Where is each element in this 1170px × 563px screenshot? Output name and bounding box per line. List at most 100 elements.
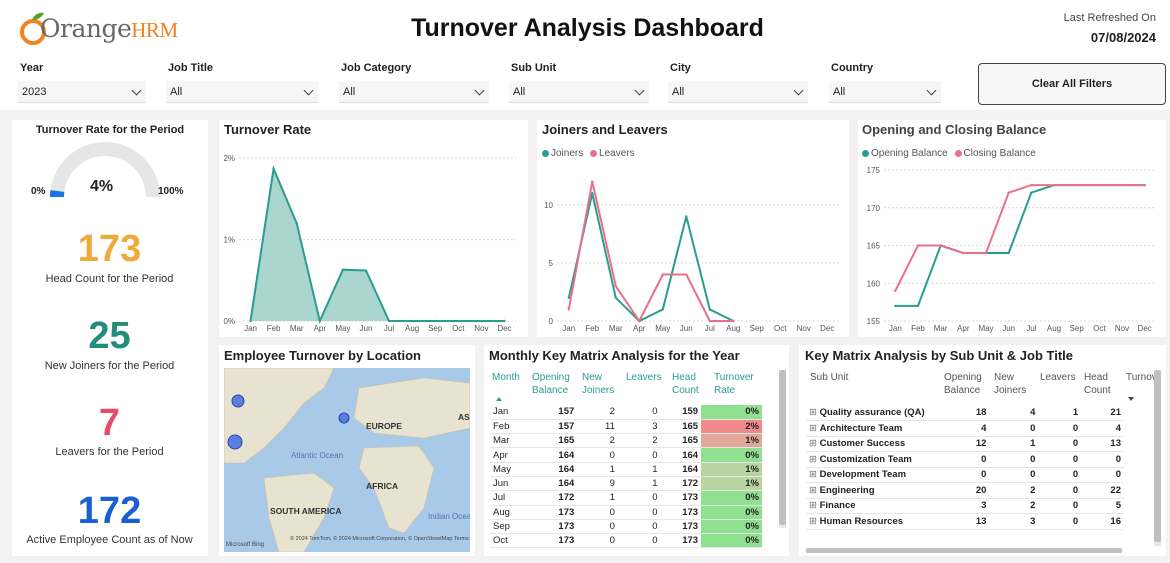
- table-row[interactable]: Jul 172 1 0 173 0%: [490, 490, 762, 506]
- data-point[interactable]: [732, 319, 735, 323]
- data-point[interactable]: [916, 304, 920, 308]
- table-row[interactable]: May 164 1 1 164 1%: [490, 462, 762, 477]
- expand-icon[interactable]: ⊞: [809, 515, 820, 527]
- expand-icon[interactable]: ⊞: [809, 484, 820, 496]
- expand-icon[interactable]: ⊞: [809, 422, 820, 434]
- data-point[interactable]: [1007, 251, 1010, 255]
- table-row[interactable]: ⊞ Development Team 0 0 0 0: [806, 467, 1124, 483]
- table-row[interactable]: Oct 173 0 0 173 0%: [490, 533, 762, 548]
- filter-job-category-label: Job Category: [341, 62, 412, 74]
- data-point[interactable]: [638, 319, 641, 323]
- data-point[interactable]: [708, 308, 711, 311]
- table-row[interactable]: ⊞ Quality assurance (QA) 18 4 1 21: [806, 405, 1124, 421]
- data-point[interactable]: [1007, 191, 1010, 194]
- data-point[interactable]: [916, 244, 920, 247]
- data-point[interactable]: [341, 268, 345, 271]
- filter-job-category-select[interactable]: All: [339, 81, 489, 103]
- col-sub-unit[interactable]: Sub Unit: [810, 372, 849, 383]
- expand-icon[interactable]: ⊞: [809, 500, 820, 512]
- location-marker[interactable]: [227, 434, 243, 450]
- data-point[interactable]: [1075, 183, 1078, 187]
- data-point[interactable]: [614, 284, 617, 288]
- table-row[interactable]: Mar 165 2 2 165 1%: [490, 433, 762, 448]
- data-point[interactable]: [1120, 183, 1124, 187]
- data-point[interactable]: [661, 273, 664, 276]
- table-row[interactable]: ⊞ Architecture Team 4 0 0 4: [806, 421, 1124, 436]
- data-point[interactable]: [1030, 183, 1033, 187]
- filter-job-title-select[interactable]: All: [166, 81, 318, 103]
- data-point[interactable]: [685, 273, 688, 276]
- monthly-scrollbar[interactable]: [779, 370, 786, 528]
- data-point[interactable]: [434, 319, 437, 323]
- data-point[interactable]: [894, 289, 897, 292]
- table-row[interactable]: Jun 164 9 1 172 1%: [490, 476, 762, 491]
- location-map[interactable]: EUROPE AS Atlantic Ocean AFRICA SOUTH AM…: [224, 368, 470, 552]
- data-point[interactable]: [591, 192, 594, 195]
- filter-sub-unit-select[interactable]: All: [509, 81, 649, 103]
- data-point[interactable]: [1052, 183, 1056, 187]
- col-month[interactable]: Month: [492, 372, 520, 383]
- data-point[interactable]: [364, 269, 368, 272]
- data-point[interactable]: [1030, 191, 1033, 194]
- col-joiners[interactable]: New Joiners: [994, 372, 1027, 396]
- expand-icon[interactable]: ⊞: [809, 438, 820, 450]
- series-line-1[interactable]: [894, 184, 1145, 292]
- table-row[interactable]: Apr 164 0 0 164 0%: [490, 447, 762, 463]
- data-point[interactable]: [984, 251, 988, 255]
- table-row[interactable]: Aug 173 0 0 173 0%: [490, 505, 762, 520]
- table-row[interactable]: ⊞ Engineering 20 2 0 22: [806, 483, 1124, 498]
- table-row[interactable]: Sep 173 0 0 173 0%: [490, 519, 762, 534]
- table-row[interactable]: ⊞ Customization Team 0 0 0 0: [806, 452, 1124, 467]
- data-point[interactable]: [503, 319, 506, 323]
- table-cell: 12: [975, 438, 987, 450]
- col-opening[interactable]: Opening Balance: [944, 372, 982, 396]
- data-point[interactable]: [1098, 183, 1101, 187]
- filter-city-select[interactable]: All: [668, 81, 808, 103]
- subunit-scrollbar-horizontal[interactable]: [806, 548, 1122, 553]
- data-point[interactable]: [962, 251, 965, 255]
- data-point[interactable]: [567, 296, 570, 299]
- col-leavers[interactable]: Leavers: [1040, 372, 1076, 383]
- table-row[interactable]: ⊞ Human Resources 13 3 0 16: [806, 514, 1124, 529]
- location-marker[interactable]: [231, 394, 245, 408]
- col-turnover[interactable]: Turnover Rate: [714, 372, 754, 396]
- data-point[interactable]: [894, 304, 897, 308]
- table-row[interactable]: Jan 157 2 0 159 0%: [490, 405, 762, 420]
- data-point[interactable]: [1143, 183, 1146, 187]
- data-point[interactable]: [457, 319, 460, 323]
- data-point[interactable]: [387, 319, 391, 323]
- col-leavers[interactable]: Leavers: [626, 372, 662, 383]
- map-africa: [358, 445, 435, 534]
- clear-all-filters-button[interactable]: Clear All Filters: [978, 63, 1166, 105]
- data-point[interactable]: [661, 308, 664, 311]
- series-line-1[interactable]: [567, 181, 734, 323]
- filter-year-select[interactable]: 2023: [18, 81, 146, 103]
- col-turnover[interactable]: Turnover Rate: [1126, 372, 1154, 383]
- data-point[interactable]: [295, 222, 298, 225]
- expand-icon[interactable]: ⊞: [809, 453, 820, 465]
- data-point[interactable]: [708, 319, 711, 323]
- data-point[interactable]: [249, 319, 252, 323]
- data-point[interactable]: [272, 167, 275, 170]
- data-point[interactable]: [410, 319, 414, 323]
- col-head-count[interactable]: Head Count: [1084, 372, 1111, 396]
- series-line-0[interactable]: [567, 192, 734, 323]
- data-point[interactable]: [480, 319, 483, 323]
- expand-icon[interactable]: ⊞: [809, 407, 820, 418]
- table-row[interactable]: ⊞ Finance 3 2 0 5: [806, 498, 1124, 514]
- expand-icon[interactable]: ⊞: [809, 469, 820, 481]
- data-point[interactable]: [591, 180, 594, 183]
- table-row[interactable]: ⊞ Customer Success 12 1 0 13: [806, 436, 1124, 452]
- table-row[interactable]: Feb 157 11 3 165 2%: [490, 419, 762, 434]
- location-marker[interactable]: [338, 412, 350, 424]
- subunit-scrollbar-vertical[interactable]: [1154, 370, 1161, 546]
- col-opening[interactable]: Opening Balance: [532, 372, 570, 396]
- filter-country-select[interactable]: All: [829, 81, 941, 103]
- data-point[interactable]: [567, 308, 570, 311]
- col-head-count[interactable]: Head Count: [672, 372, 699, 396]
- data-point[interactable]: [939, 244, 942, 247]
- col-joiners[interactable]: New Joiners: [582, 372, 615, 396]
- data-point[interactable]: [685, 215, 688, 218]
- data-point[interactable]: [318, 319, 321, 323]
- data-point[interactable]: [614, 296, 617, 299]
